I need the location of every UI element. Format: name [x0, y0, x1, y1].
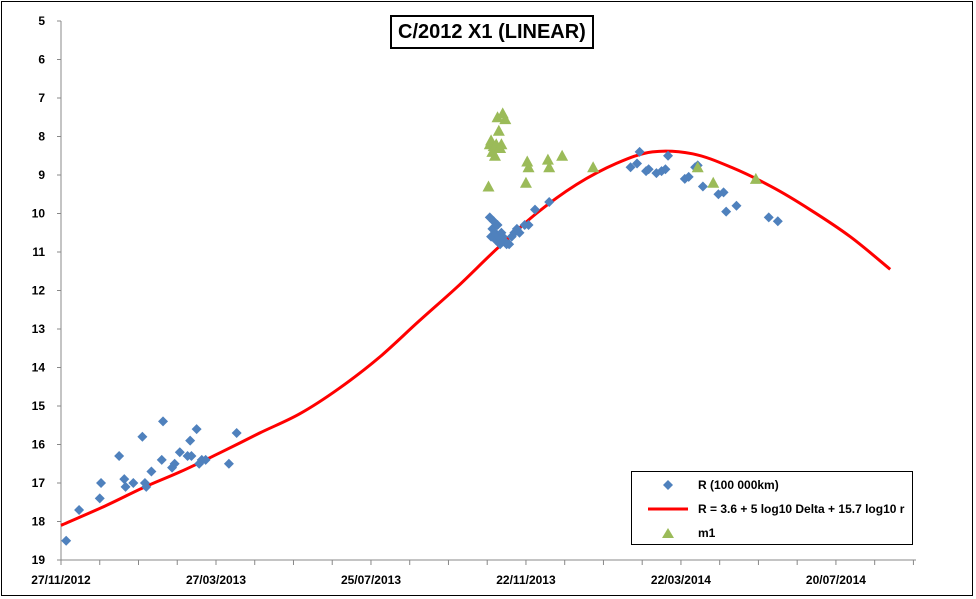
x-tick-label: 27/03/2013 — [186, 573, 246, 587]
m1-point — [543, 161, 556, 173]
r-point — [191, 424, 202, 435]
m1-point — [691, 161, 704, 173]
r-point — [141, 481, 152, 492]
m1-point — [519, 176, 532, 188]
m1-point — [488, 149, 501, 161]
r-point — [523, 220, 534, 231]
r-point — [186, 451, 197, 462]
m1-point — [749, 172, 762, 184]
r-point — [683, 171, 694, 182]
r-point — [146, 466, 157, 477]
legend-label-r: R (100 000km) — [698, 478, 779, 492]
legend-item-r: R (100 000km) — [632, 475, 779, 495]
m1-point — [541, 153, 554, 165]
m1-point — [521, 155, 534, 167]
fit-curve-line — [60, 149, 892, 527]
y-tick-label: 19 — [32, 553, 46, 567]
r-point — [492, 220, 503, 231]
r-point — [632, 158, 643, 169]
r-point — [504, 239, 515, 250]
r-point — [96, 478, 107, 488]
r-point — [625, 162, 636, 173]
r-point — [544, 196, 555, 207]
y-tick-label: 12 — [32, 284, 46, 298]
r-point — [731, 200, 742, 211]
r-point — [634, 146, 645, 157]
legend-triangle-icon — [662, 528, 674, 538]
y-tick-label: 15 — [32, 399, 46, 413]
r-point — [119, 474, 130, 485]
y-tick-label: 8 — [38, 130, 45, 144]
legend-label-fit: R = 3.6 + 5 log10 Delta + 15.7 log10 r — [698, 502, 905, 516]
r-point — [663, 150, 674, 161]
r-point — [223, 458, 234, 469]
y-tick-label: 5 — [38, 14, 45, 28]
x-tick-label: 27/11/2012 — [31, 573, 91, 587]
r-point — [660, 164, 671, 175]
chart-title-box: C/2012 X1 (LINEAR) — [390, 15, 594, 49]
legend-label-m1: m1 — [698, 526, 716, 540]
m1-point — [499, 113, 512, 125]
r-point — [185, 435, 196, 446]
r-point — [74, 504, 85, 515]
r-point — [169, 458, 180, 469]
r-points-layer — [61, 146, 783, 546]
fit-curve-layer — [60, 149, 892, 527]
m1-point — [522, 161, 535, 173]
y-tick-label: 6 — [38, 53, 45, 67]
y-tick-label: 16 — [32, 438, 46, 452]
r-point — [120, 481, 131, 492]
x-tick-label: 22/11/2013 — [496, 573, 556, 587]
m1-points-layer — [482, 107, 762, 192]
r-point — [61, 535, 72, 546]
x-tick-label: 25/07/2013 — [341, 573, 401, 587]
r-point — [174, 447, 185, 458]
m1-point — [707, 176, 720, 188]
y-tick-label: 18 — [32, 515, 46, 529]
r-point — [158, 416, 169, 427]
legend-item-fit: R = 3.6 + 5 log10 Delta + 15.7 log10 r — [632, 499, 904, 519]
r-point — [721, 206, 732, 217]
m1-point — [587, 161, 600, 173]
legend-diamond-icon — [663, 480, 673, 490]
m1-point — [495, 138, 508, 150]
r-point — [94, 493, 105, 504]
r-point — [231, 427, 242, 438]
r-point — [529, 204, 540, 215]
legend: R (100 000km) R = 3.6 + 5 log10 Delta + … — [631, 471, 913, 545]
r-point — [643, 164, 654, 175]
m1-point — [491, 111, 504, 123]
y-tick-label: 17 — [32, 476, 46, 490]
x-tick-label: 22/03/2014 — [651, 573, 711, 587]
r-point — [156, 454, 167, 465]
axes: 5 6 7 8 9 10 11 12 13 14 15 16 17 18 19 27/11/2012 27/03… — [31, 14, 916, 587]
r-point — [763, 212, 774, 223]
y-tick-label: 14 — [32, 361, 46, 375]
r-point — [514, 227, 525, 238]
y-tick-label: 13 — [32, 322, 46, 336]
r-point — [718, 187, 729, 198]
r-point — [114, 451, 125, 462]
r-point — [772, 216, 783, 227]
y-tick-label: 7 — [38, 91, 45, 105]
r-point — [200, 454, 211, 465]
r-point — [697, 181, 708, 192]
m1-point — [556, 149, 569, 161]
legend-line-icon — [648, 507, 688, 511]
m1-point — [492, 124, 505, 136]
r-point — [128, 478, 139, 488]
m1-point — [482, 180, 495, 192]
y-tick-label: 9 — [38, 168, 45, 182]
y-tick-label: 11 — [32, 245, 45, 259]
y-tick-label: 10 — [32, 207, 46, 221]
legend-item-m1: m1 — [632, 523, 715, 543]
chart-title: C/2012 X1 (LINEAR) — [398, 20, 586, 43]
x-tick-label: 20/07/2014 — [806, 573, 866, 587]
r-point — [137, 431, 148, 442]
